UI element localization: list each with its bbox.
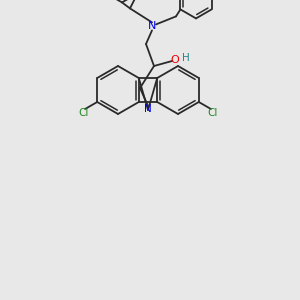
Text: H: H	[182, 53, 190, 63]
Text: N: N	[144, 104, 152, 114]
Text: Cl: Cl	[78, 108, 88, 118]
Text: Cl: Cl	[208, 108, 218, 118]
Text: O: O	[171, 55, 179, 65]
Text: N: N	[148, 21, 156, 32]
